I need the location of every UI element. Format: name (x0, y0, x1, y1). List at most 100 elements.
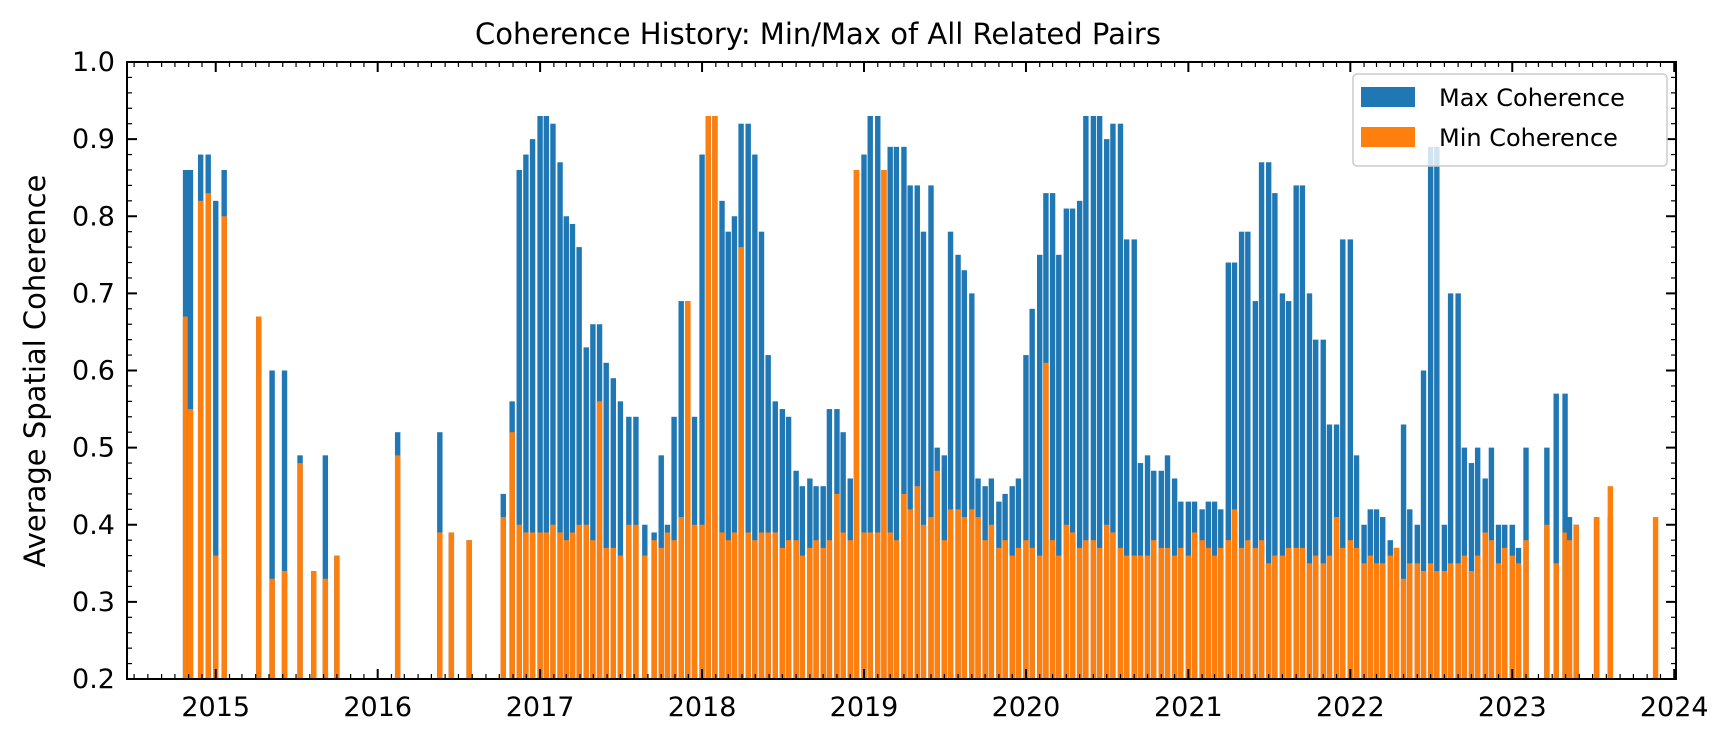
min-bar (1029, 547, 1035, 679)
max-bar (269, 370, 275, 679)
min-bar (563, 540, 569, 679)
max-bar (1326, 424, 1333, 679)
min-bar (1299, 547, 1306, 679)
max-bar (920, 231, 927, 680)
min-bar (1258, 540, 1265, 679)
min-bar (947, 509, 954, 679)
legend: Max Coherence Min Coherence (1352, 73, 1668, 167)
min-bar (853, 169, 860, 679)
min-bar (550, 524, 556, 679)
x-tick-label: 2023 (1478, 692, 1547, 723)
max-bar (1313, 339, 1319, 679)
max-bar (281, 370, 288, 679)
min-bar (1340, 547, 1346, 679)
min-bar (1117, 547, 1124, 679)
min-bar (901, 493, 907, 679)
min-bar (1455, 563, 1461, 679)
min-bar (1313, 555, 1319, 679)
min-bar (961, 517, 967, 679)
min-bar (799, 555, 806, 679)
max-bar (213, 200, 219, 679)
min-bar (1367, 555, 1373, 679)
min-bar (617, 555, 624, 679)
min-bar (1158, 547, 1164, 679)
min-bar (437, 532, 443, 679)
min-bar (1043, 362, 1049, 679)
min-bar (752, 540, 758, 679)
max-bar (699, 154, 705, 680)
max-bar (867, 115, 873, 680)
min-bar (1509, 555, 1515, 679)
y-tick-label: 0.4 (72, 510, 115, 541)
min-bar (557, 532, 563, 679)
min-bar (197, 200, 204, 679)
min-bar (576, 524, 582, 679)
min-bar (705, 115, 711, 680)
min-bar (1178, 547, 1184, 679)
min-bar (840, 532, 846, 679)
max-bar (1420, 370, 1427, 679)
min-bar (1279, 555, 1286, 679)
max-bar (947, 231, 954, 680)
max-bar (590, 324, 596, 679)
max-bar (1037, 254, 1043, 679)
y-tick-label: 0.9 (72, 124, 115, 155)
max-bar (1258, 162, 1265, 679)
min-bar (583, 524, 589, 679)
chart-title: Coherence History: Min/Max of All Relate… (475, 17, 1161, 51)
min-bar (699, 524, 705, 679)
min-bar (1123, 555, 1130, 679)
max-bar (765, 355, 771, 679)
min-bar (1083, 540, 1089, 679)
min-bar (1333, 517, 1340, 679)
min-bar (529, 532, 536, 679)
max-bar (1029, 308, 1035, 679)
min-bar (256, 316, 262, 679)
min-bar (820, 547, 826, 679)
max-bar (1299, 185, 1306, 679)
max-bar (955, 254, 961, 679)
max-bar (725, 231, 731, 680)
min-bar (1573, 524, 1579, 679)
max-bar (576, 247, 582, 679)
min-bar (1373, 563, 1380, 679)
min-bar (1090, 540, 1097, 679)
max-bar (1272, 193, 1278, 680)
max-bar (1279, 293, 1286, 679)
min-bar (671, 540, 677, 679)
max-bar (1293, 185, 1299, 679)
x-tick-label: 2018 (668, 692, 737, 723)
min-bar (311, 571, 317, 679)
min-bar (596, 401, 603, 679)
max-bar (523, 154, 529, 680)
max-bar (758, 231, 765, 680)
min-bar (920, 524, 927, 679)
min-bar (725, 540, 731, 679)
min-bar (182, 316, 189, 679)
max-bar (1427, 146, 1434, 679)
max-bar (914, 185, 920, 679)
min-bar (1096, 547, 1103, 679)
min-bar (719, 532, 725, 679)
max-bar (550, 123, 556, 679)
legend-box (1352, 73, 1668, 167)
min-bar (875, 532, 881, 679)
max-bar (603, 362, 609, 679)
min-bar (881, 169, 887, 679)
min-bar (1211, 555, 1218, 679)
max-bar (543, 115, 550, 680)
min-bar (1185, 555, 1192, 679)
min-bar (1137, 555, 1144, 679)
min-bar (982, 540, 988, 679)
min-bar (1218, 547, 1224, 679)
min-bar (394, 455, 401, 679)
max-bar (731, 216, 738, 679)
min-bar (1361, 563, 1367, 679)
min-bar (1502, 547, 1508, 679)
max-bar (719, 200, 725, 679)
y-axis-label: Average Spatial Coherence (18, 175, 52, 568)
max-bar (678, 301, 684, 679)
max-bar (875, 115, 881, 680)
min-bar (772, 532, 778, 679)
min-bar (1191, 532, 1198, 679)
